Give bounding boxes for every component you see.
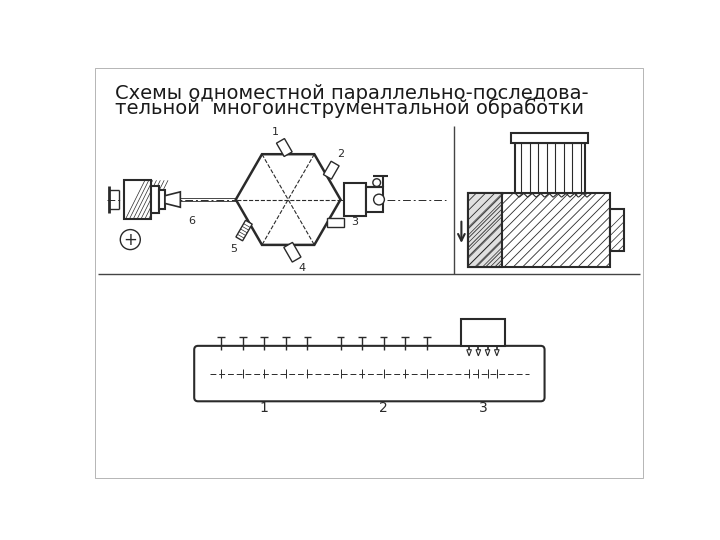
Bar: [366, 187, 383, 212]
Text: 3: 3: [351, 217, 358, 227]
Text: 5: 5: [230, 244, 237, 254]
Text: 1: 1: [260, 401, 269, 415]
Circle shape: [120, 230, 140, 249]
Circle shape: [374, 194, 384, 205]
Bar: [467, 193, 503, 267]
Bar: [516, 143, 585, 193]
Polygon shape: [236, 220, 252, 241]
Bar: [610, 209, 624, 251]
Bar: [151, 186, 159, 213]
Bar: [461, 319, 505, 346]
Text: тельной  многоинструментальной обработки: тельной многоинструментальной обработки: [115, 98, 584, 118]
Polygon shape: [165, 192, 180, 207]
Text: 6: 6: [189, 216, 195, 226]
Polygon shape: [495, 350, 499, 356]
Bar: [159, 190, 165, 209]
Bar: [124, 180, 151, 219]
Text: 1: 1: [271, 126, 279, 137]
Polygon shape: [235, 154, 341, 245]
Polygon shape: [328, 218, 344, 227]
Text: 2: 2: [379, 401, 388, 415]
Bar: [344, 183, 366, 217]
Text: 3: 3: [479, 401, 487, 415]
Polygon shape: [485, 350, 490, 356]
Polygon shape: [323, 161, 339, 179]
Text: 2: 2: [337, 149, 344, 159]
Circle shape: [373, 179, 381, 186]
FancyBboxPatch shape: [194, 346, 544, 401]
Text: Схемы одноместной параллельно-последова-: Схемы одноместной параллельно-последова-: [115, 84, 588, 103]
Polygon shape: [284, 242, 301, 262]
Bar: [467, 193, 610, 267]
Text: +: +: [123, 231, 138, 248]
Polygon shape: [476, 350, 481, 356]
Bar: [511, 132, 588, 143]
Text: 4: 4: [298, 264, 305, 273]
Polygon shape: [276, 139, 292, 157]
Polygon shape: [467, 350, 472, 356]
